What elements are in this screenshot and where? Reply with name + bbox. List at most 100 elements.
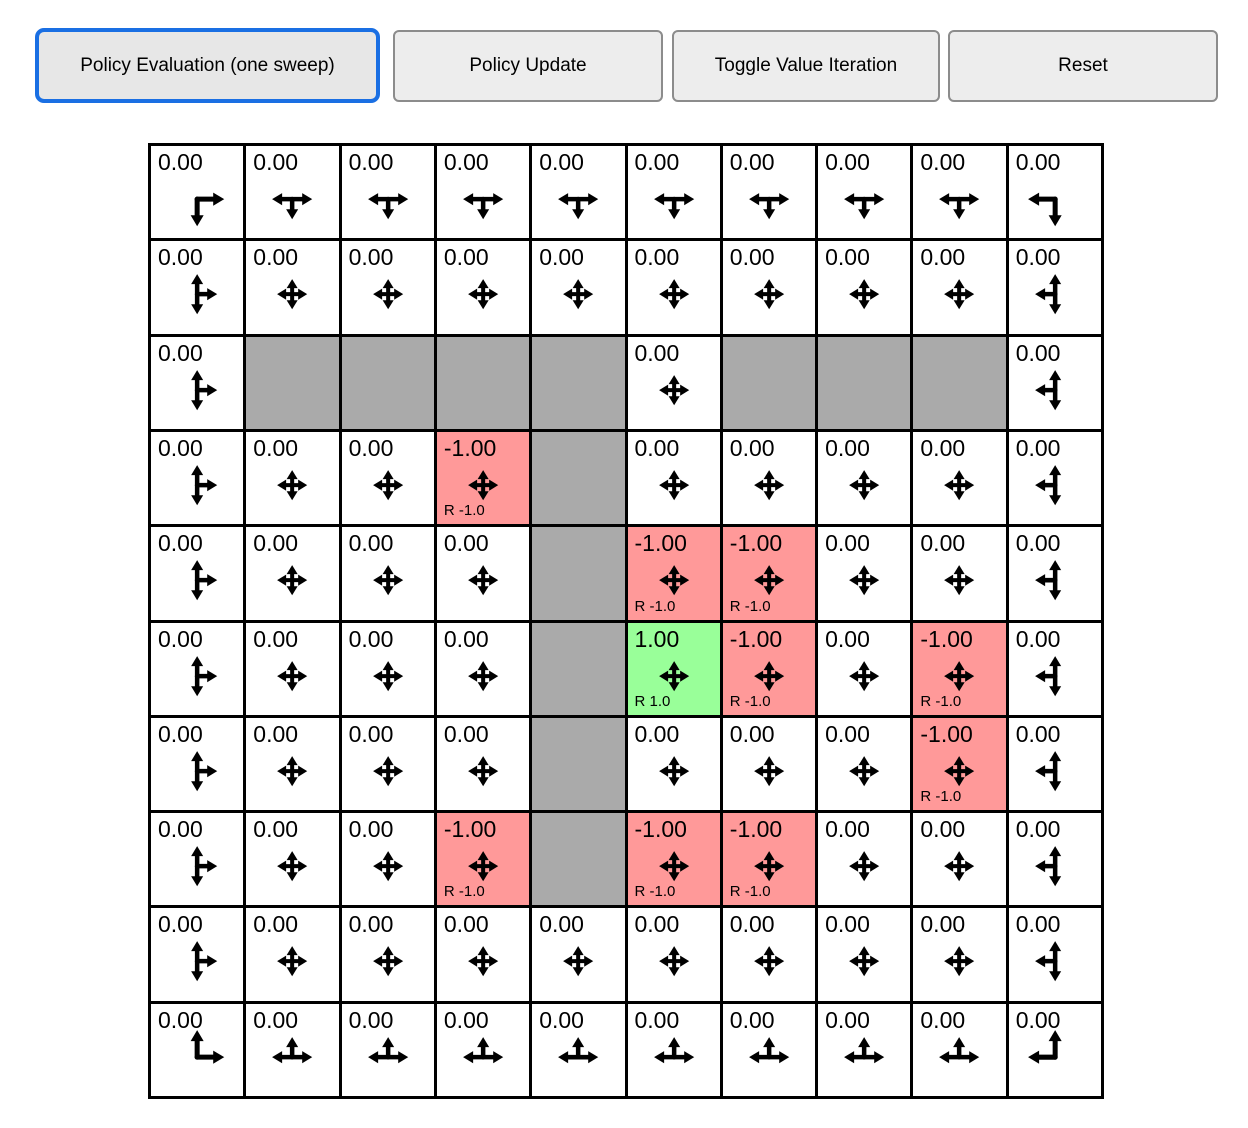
grid-cell: 0.00	[1008, 527, 1101, 620]
policy-arrows-icon	[467, 851, 499, 882]
grid-cell: 0.00	[341, 527, 434, 620]
cell-value: 0.00	[920, 149, 966, 175]
grid-cell: 0.00	[436, 717, 530, 811]
policy-arrows-icon	[277, 851, 308, 882]
grid-cell: 0.00	[818, 241, 911, 334]
cell-value: 0.00	[348, 625, 394, 652]
cell-value: 0.00	[729, 244, 775, 271]
cell-value: 0.00	[634, 911, 680, 938]
grid-cell: -1.00 R -1.0	[722, 527, 816, 620]
grid-cell: -1.00 R -1.0	[913, 622, 1006, 715]
grid-cell: 0.00	[722, 717, 816, 811]
grid-cell: 0.00	[1008, 813, 1101, 906]
wall-cell	[436, 336, 530, 429]
policy-arrows-icon	[753, 946, 784, 977]
policy-arrows-icon	[462, 1036, 504, 1063]
policy-arrows-icon	[1034, 274, 1061, 315]
cell-value: 0.00	[253, 149, 299, 175]
policy-arrows-icon	[1027, 192, 1062, 227]
cell-value: 0.00	[348, 244, 394, 271]
cell-value: 0.00	[443, 530, 489, 557]
cell-value: 0.00	[158, 244, 203, 271]
grid-cell: 0.00	[818, 622, 911, 715]
cell-value: -1.00	[729, 625, 783, 652]
policy-arrows-icon	[191, 846, 218, 887]
policy-arrows-icon	[277, 565, 308, 596]
cell-value: 0.00	[348, 1006, 394, 1033]
policy-evaluation-button[interactable]: Policy Evaluation (one sweep)	[35, 28, 380, 103]
policy-arrows-icon	[849, 279, 880, 310]
grid-cell: 0.00	[627, 146, 720, 239]
cell-value: 0.00	[1015, 816, 1061, 843]
cell-reward-label: R -1.0	[729, 692, 771, 710]
grid-cell: 0.00	[151, 527, 244, 620]
cell-value: 0.00	[825, 625, 870, 652]
cell-value: -1.00	[443, 434, 497, 461]
cell-value: 0.00	[1015, 625, 1061, 652]
policy-arrows-icon	[191, 655, 218, 696]
policy-arrows-icon	[849, 755, 880, 787]
policy-arrows-icon	[467, 946, 499, 977]
toggle-value-iteration-button[interactable]: Toggle Value Iteration	[672, 30, 940, 102]
cell-reward-label: R -1.0	[729, 883, 771, 901]
cell-value: 0.00	[253, 911, 299, 938]
policy-arrows-icon	[467, 755, 499, 787]
cell-value: 0.00	[253, 720, 299, 747]
cell-value: 0.00	[158, 816, 203, 843]
grid-cell: 0.00	[341, 146, 434, 239]
cell-reward-label: R -1.0	[920, 788, 962, 806]
cell-value: 0.00	[1015, 720, 1061, 747]
grid-cell: -1.00 R -1.0	[722, 622, 816, 715]
policy-arrows-icon	[558, 193, 599, 220]
grid-cell: 0.00	[1008, 336, 1101, 429]
wall-cell	[532, 813, 625, 906]
cell-value: 0.00	[825, 149, 870, 175]
grid-cell: 0.00	[341, 622, 434, 715]
policy-arrows-icon	[939, 193, 980, 220]
wall-cell	[532, 431, 625, 525]
policy-update-button[interactable]: Policy Update	[393, 30, 663, 102]
grid-cell: 0.00	[151, 1003, 244, 1096]
policy-arrows-icon	[372, 755, 403, 787]
gridworld-grid: 0.00 0.00 0.00 0.00 0.00 0.00 0.00 0.00 0.00 0.00…	[148, 143, 1104, 1099]
policy-arrows-icon	[753, 470, 784, 501]
reset-button[interactable]: Reset	[948, 30, 1218, 102]
grid-cell: 0.00	[627, 431, 720, 525]
grid-cell: 0.00	[1008, 1003, 1101, 1096]
policy-arrows-icon	[944, 755, 975, 787]
policy-arrows-icon	[191, 369, 218, 410]
grid-cell: 0.00	[913, 1003, 1006, 1096]
wall-cell	[818, 336, 911, 429]
policy-arrows-icon	[1034, 941, 1061, 982]
policy-arrows-icon	[849, 565, 880, 596]
policy-arrows-icon	[277, 470, 308, 501]
cell-value: 0.00	[634, 1006, 680, 1033]
policy-arrows-icon	[658, 755, 689, 787]
grid-cell: 0.00	[151, 622, 244, 715]
policy-arrows-icon	[748, 193, 790, 220]
grid-cell: 0.00	[1008, 622, 1101, 715]
grid-cell: 0.00	[722, 146, 816, 239]
grid-cell: 0.00	[341, 813, 434, 906]
cell-value: 0.00	[348, 149, 394, 175]
cell-value: 0.00	[1015, 530, 1061, 557]
cell-value: 0.00	[1015, 434, 1061, 461]
policy-arrows-icon	[1034, 560, 1061, 601]
policy-arrows-icon	[190, 1029, 225, 1064]
grid-cell: 0.00	[722, 431, 816, 525]
cell-value: 0.00	[539, 244, 584, 271]
policy-arrows-icon	[372, 660, 403, 691]
cell-value: 0.00	[348, 530, 394, 557]
policy-arrows-icon	[462, 193, 504, 220]
grid-cell: 0.00	[246, 431, 339, 525]
grid-cell: 0.00	[913, 146, 1006, 239]
cell-value: 0.00	[729, 434, 775, 461]
grid-cell: 0.00	[246, 146, 339, 239]
wall-cell	[913, 336, 1006, 429]
grid-cell: 0.00	[341, 908, 434, 1001]
cell-value: 0.00	[158, 625, 203, 652]
grid-cell: 0.00	[722, 241, 816, 334]
grid-cell: 0.00	[436, 527, 530, 620]
grid-cell: 0.00	[1008, 431, 1101, 525]
grid-cell: -1.00 R -1.0	[436, 431, 530, 525]
